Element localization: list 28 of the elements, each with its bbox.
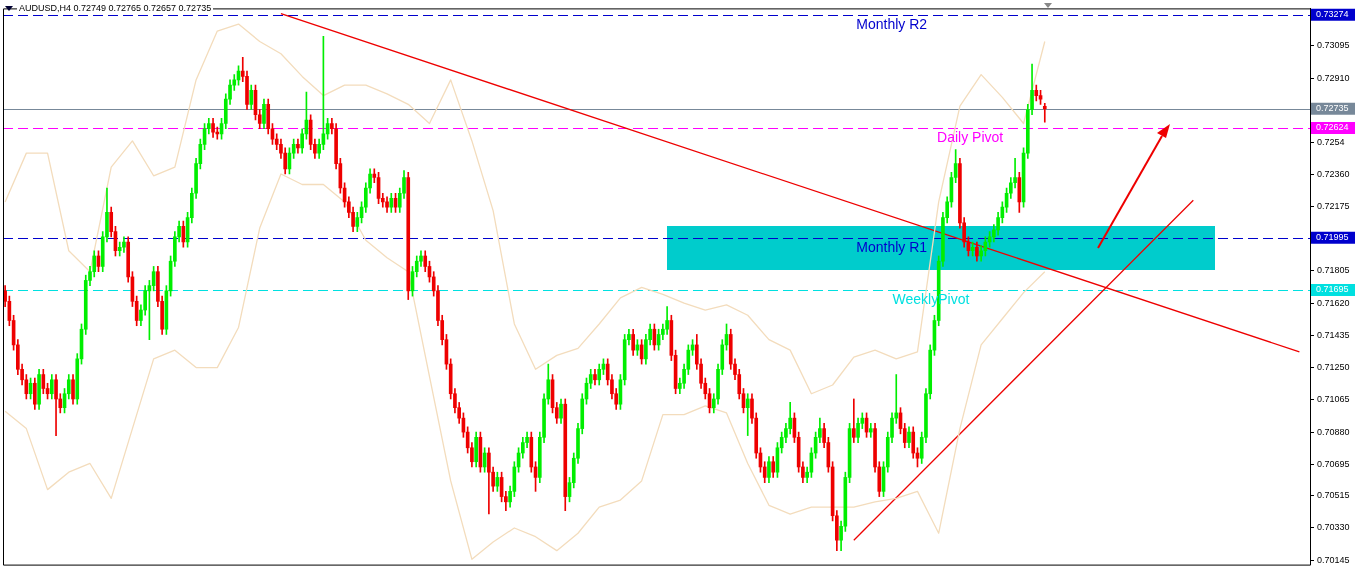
y-tick-label: 0.72360: [1317, 168, 1350, 179]
ref-line-label: Daily Pivot: [937, 128, 1004, 145]
y-tick-label: 0.70145: [1317, 554, 1350, 565]
y-tick-label: 0.71620: [1317, 297, 1350, 308]
y-tick-label: 0.71435: [1317, 329, 1350, 340]
candlestick: [851, 398, 856, 443]
ref-line-label: Monthly R2: [856, 15, 928, 32]
text: 0.71695: [1316, 284, 1349, 295]
text: 0.72735: [1316, 103, 1349, 114]
y-tick-label: 0.72175: [1317, 200, 1350, 211]
y-tick-label: 0.72910: [1317, 72, 1350, 83]
y-tick-label: 0.70880: [1317, 426, 1350, 437]
y-tick-label: 0.71805: [1317, 265, 1350, 276]
text: 0.71995: [1316, 232, 1349, 243]
y-tick-label: 0.70330: [1317, 522, 1350, 533]
candlestick: [868, 423, 873, 438]
y-tick-label: 0.70695: [1317, 458, 1350, 469]
text: 0.73274: [1316, 9, 1349, 20]
y-tick-label: 0.71250: [1317, 362, 1350, 373]
y-tick-label: 0.7254: [1317, 137, 1345, 148]
candlestick: [1042, 103, 1047, 123]
ref-line-label: Monthly R1: [856, 238, 928, 255]
y-tick-label: 0.73095: [1317, 40, 1350, 51]
y-tick-label: 0.71065: [1317, 394, 1350, 405]
y-tick-label: 0.70515: [1317, 490, 1350, 501]
candlestick: [745, 393, 750, 436]
chart-title: AUDUSD,H4 0.72749 0.72765 0.72657 0.72735: [17, 3, 214, 13]
text: 0.72624: [1316, 122, 1349, 133]
